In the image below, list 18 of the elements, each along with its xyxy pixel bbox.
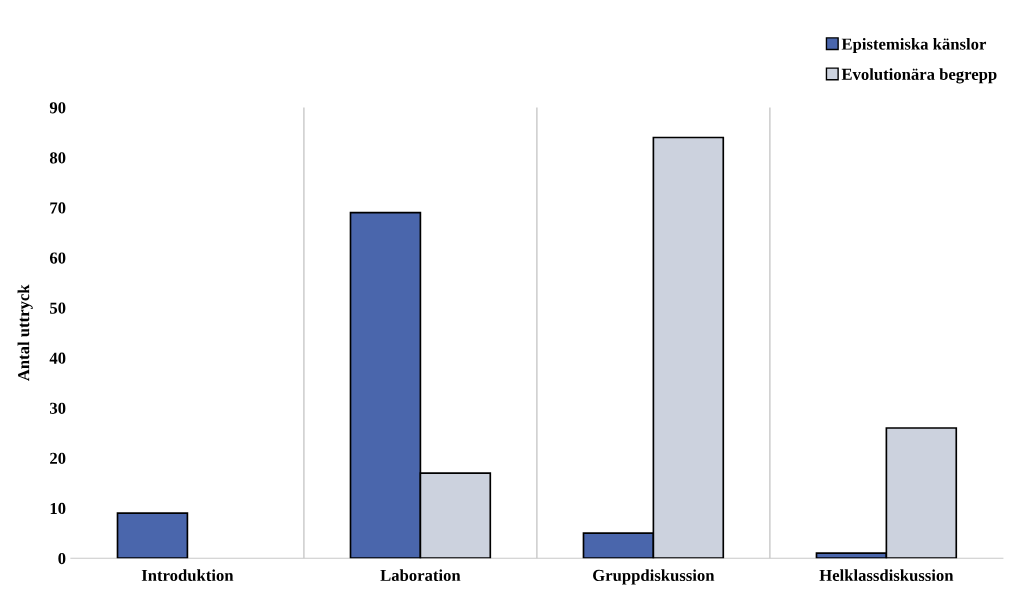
x-tick-label: Helklassdiskussion — [819, 569, 954, 582]
y-tick-label: 10 — [50, 502, 66, 515]
y-tick-label: 80 — [49, 152, 66, 164]
y-tick-label: 40 — [49, 352, 66, 364]
bar — [116, 512, 189, 559]
y-tick-label: 70 — [50, 202, 66, 214]
y-tick-label: 50 — [50, 302, 66, 314]
x-tick-label: Gruppdiskussion — [593, 569, 715, 585]
y-tick-label: 20 — [50, 452, 66, 464]
y-axis-title: Antal uttryck — [17, 284, 33, 382]
y-tick-label: 90 — [49, 102, 66, 114]
y-tick-label: 60 — [49, 252, 66, 264]
legend-label: Evolutionära begrepp — [841, 68, 997, 84]
x-tick-label: Laboration — [380, 569, 461, 582]
y-tick-label: 0 — [58, 552, 66, 565]
y-tick-label: 30 — [50, 402, 66, 414]
x-tick-label: Introduktion — [141, 569, 234, 582]
legend-label: Epistemiska känslor — [841, 37, 987, 54]
